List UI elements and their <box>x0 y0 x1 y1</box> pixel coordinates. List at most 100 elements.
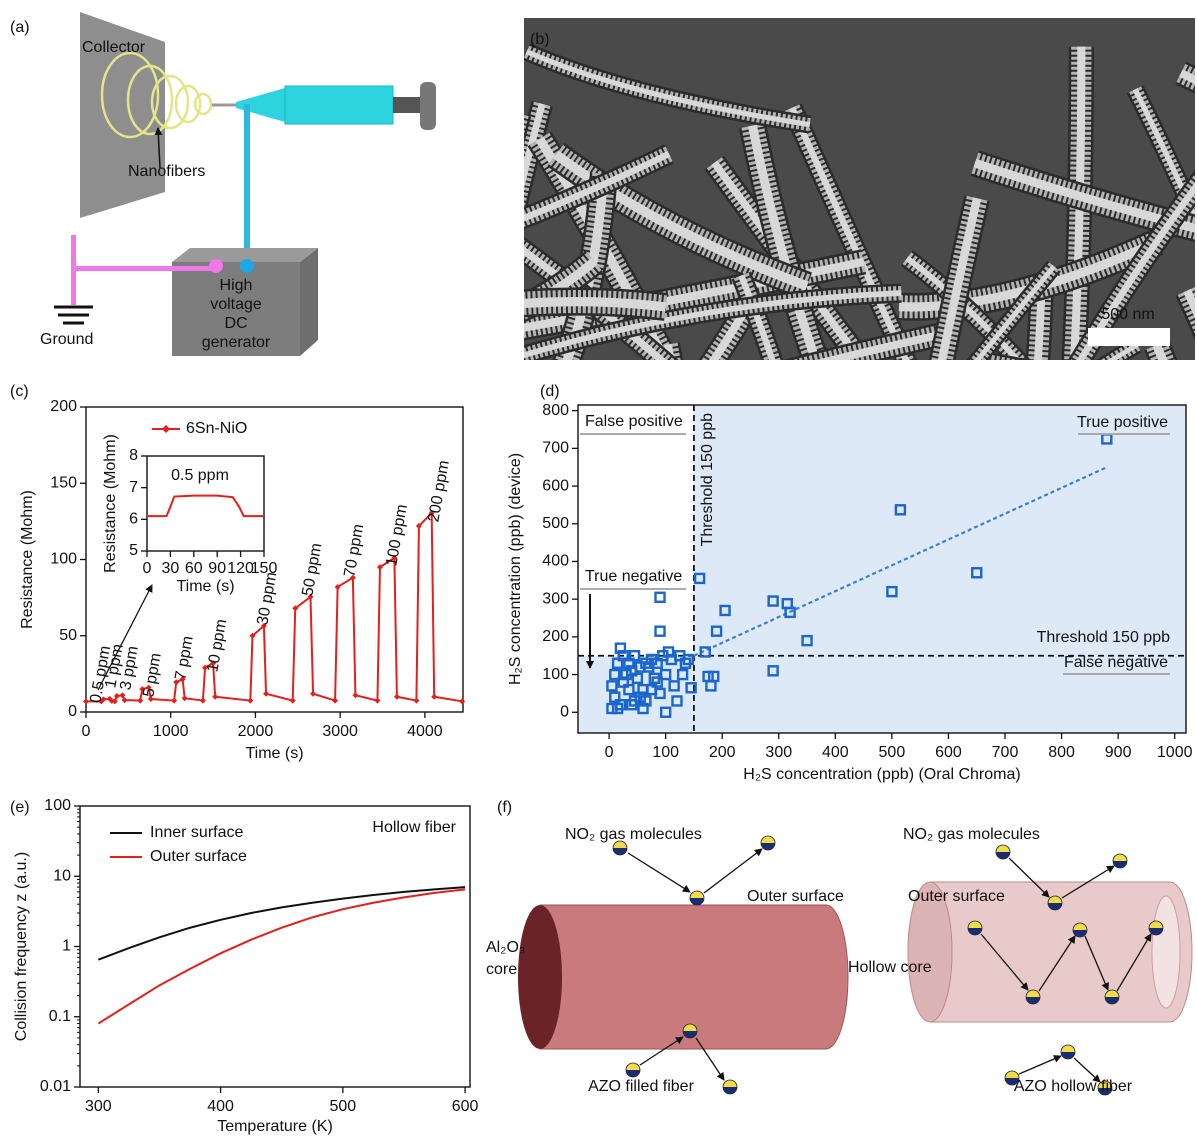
x-tick-label: 1000 <box>1157 744 1193 761</box>
pink-terminal <box>209 259 223 273</box>
filled-fiber-core <box>518 905 562 1049</box>
molecule-arrow <box>628 853 690 892</box>
y-tick-label: 0.1 <box>49 1008 71 1025</box>
x-axis-label: Temperature (K) <box>217 1118 333 1135</box>
gas-label: NO₂ gas molecules <box>903 826 1040 843</box>
gas-molecule-shade <box>613 848 627 855</box>
surface-label: Outer surface <box>747 888 844 905</box>
y-axis-label: Collision frequency z (a.u.) <box>13 852 30 1041</box>
gas-molecule-shade <box>690 898 704 905</box>
concentration-label: 50 ppm <box>299 542 325 598</box>
concentration-label: 5 ppm <box>140 652 164 699</box>
series-line <box>98 889 465 1023</box>
panel-label: (f) <box>497 799 512 816</box>
y-tick-label: 500 <box>542 515 569 532</box>
data-point <box>656 593 665 602</box>
x-tick-label: 900 <box>1105 744 1132 761</box>
y-axis-label: Resistance (Mohm) <box>19 490 36 629</box>
gas-label: NO₂ gas molecules <box>565 826 702 843</box>
y-tick-label: 700 <box>542 440 569 457</box>
fiber <box>500 350 699 605</box>
generator-label: High <box>220 277 253 294</box>
series-line <box>147 496 264 517</box>
fiber-highlight <box>990 364 1197 405</box>
fiber <box>990 364 1197 405</box>
x-tick-label: 500 <box>330 1098 357 1115</box>
plunger-head <box>420 82 436 130</box>
fiber-caption: AZO filled fiber <box>588 1078 694 1095</box>
y-tick-label: 7 <box>129 479 138 496</box>
nanofibers-label: Nanofibers <box>128 163 205 180</box>
data-point <box>263 691 269 697</box>
syringe-cone <box>236 88 285 122</box>
data-point <box>137 698 143 704</box>
panel-label: (d) <box>540 383 560 400</box>
x-tick-label: 60 <box>185 560 203 577</box>
data-point <box>374 698 380 704</box>
data-point <box>431 694 437 700</box>
data-point <box>200 698 206 704</box>
y-tick-label: 100 <box>44 797 71 814</box>
y-tick-label: 100 <box>542 666 569 683</box>
y-tick-label: 0 <box>68 703 77 720</box>
data-point <box>310 691 316 697</box>
y-axis-label: H₂S concentration (ppb) (device) <box>507 453 524 685</box>
concentration-label: 100 ppm <box>383 503 411 567</box>
scale-bar <box>1088 328 1170 346</box>
y-tick-label: 100 <box>50 551 77 568</box>
fiber-shadow <box>477 114 519 432</box>
gas-molecule-shade <box>723 1087 737 1094</box>
concentration-label: 30 ppm <box>254 571 280 627</box>
y-tick-label: 400 <box>542 553 569 570</box>
gas-molecule-shade <box>626 1070 640 1077</box>
x-tick-label: 100 <box>652 744 679 761</box>
legend-marker <box>162 425 170 433</box>
region-label: True positive <box>1077 414 1168 431</box>
data-point <box>394 694 400 700</box>
fiber-shadow <box>500 350 699 605</box>
gas-molecule-shade <box>1061 1052 1075 1059</box>
y-tick-label: 300 <box>542 590 569 607</box>
fiber-caption: AZO hollow fiber <box>1014 1078 1133 1095</box>
data-point <box>413 698 419 704</box>
y-tick-label: 5 <box>129 542 138 559</box>
hollow-fiber-inner <box>1152 896 1180 1008</box>
figure: (a)CollectorNanofibersHighvoltageDCgener… <box>0 0 1197 1140</box>
x-tick-label: 200 <box>709 744 736 761</box>
y-tick-label: 800 <box>542 402 569 419</box>
series-line <box>98 887 465 960</box>
data-point <box>171 698 177 704</box>
data-point <box>114 693 120 699</box>
generator-label: DC <box>224 315 247 332</box>
x-tick-label: 0 <box>605 744 614 761</box>
y-tick-label: 6 <box>129 511 138 528</box>
data-point <box>459 698 465 704</box>
core-label: Hollow core <box>848 959 932 976</box>
panel-label: (c) <box>10 383 29 400</box>
concentration-label: 7 ppm <box>172 635 196 682</box>
fiber <box>477 114 519 432</box>
x-tick-label: 500 <box>879 744 906 761</box>
plunger <box>393 97 423 113</box>
x-tick-label: 1000 <box>153 723 189 740</box>
legend-label: 6Sn-NiO <box>186 420 247 437</box>
x-tick-label: 3000 <box>322 723 358 740</box>
data-point <box>182 695 188 701</box>
x-tick-label: 400 <box>822 744 849 761</box>
data-point <box>352 692 358 698</box>
y-axis-label: Resistance (Mohm) <box>102 434 119 573</box>
x-tick-label: 600 <box>935 744 962 761</box>
data-point <box>247 698 253 704</box>
generator-side <box>300 248 318 356</box>
gas-molecule-shade <box>996 852 1010 859</box>
gas-molecule-shade <box>761 843 775 850</box>
panel-label: (e) <box>10 799 30 816</box>
blue-terminal <box>240 259 254 273</box>
generator-label: generator <box>202 334 271 351</box>
core-label: Al₂O₃ <box>486 939 525 956</box>
generator-label: voltage <box>210 296 262 313</box>
gas-molecule-shade <box>1113 861 1127 868</box>
x-tick-label: 400 <box>207 1098 234 1115</box>
y-tick-label: 150 <box>50 474 77 491</box>
syringe-barrel <box>285 86 393 124</box>
